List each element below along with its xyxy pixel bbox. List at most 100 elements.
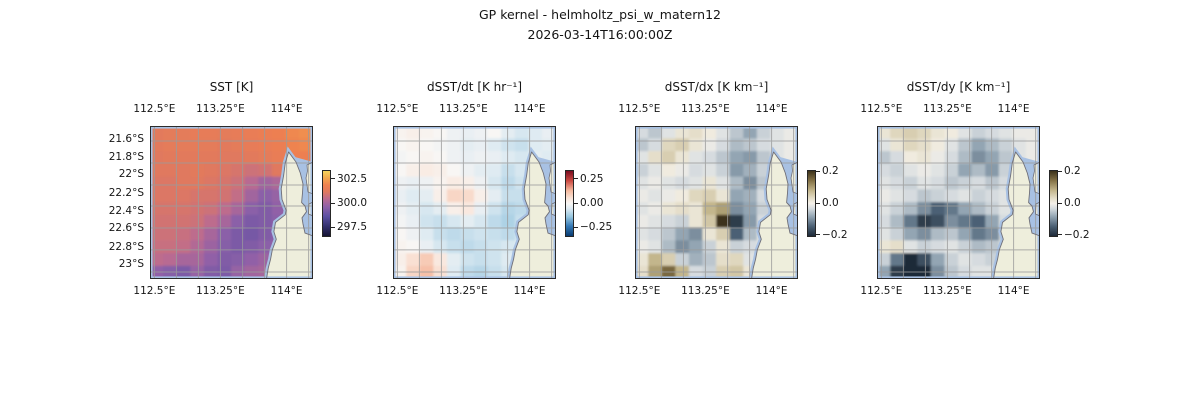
colorbar-dsst-dy: 0.2 0.0 −0.2	[1049, 165, 1115, 241]
heatmap-cell	[661, 151, 677, 165]
heatmap-cell	[958, 227, 973, 242]
heatmap-cell	[542, 126, 556, 140]
heatmap-cell	[406, 189, 421, 203]
heatmap-cell	[903, 240, 919, 254]
heatmap-cell	[487, 151, 503, 165]
figure-title: GP kernel - helmholtz_psi_w_matern12	[479, 7, 721, 22]
heatmap-cell	[446, 176, 462, 191]
heatmap-cell	[917, 126, 932, 140]
heatmap-cell	[716, 163, 731, 178]
heatmap-cell	[176, 126, 192, 140]
colorbar-gradient	[565, 170, 574, 237]
heatmap-cell	[675, 189, 690, 203]
heatmap-cell	[163, 126, 178, 140]
heatmap-cell	[433, 163, 448, 178]
heatmap-cell	[150, 126, 164, 140]
colorbar-tick-label: 300.0	[337, 197, 368, 209]
heatmap-cell	[203, 240, 219, 254]
heatmap-cell	[231, 240, 246, 254]
heatmap-cell	[393, 163, 407, 178]
heatmap-cell	[702, 189, 717, 203]
axes-spine	[877, 126, 1040, 279]
heatmap-cell	[877, 138, 891, 152]
heatmap-cell	[528, 126, 543, 140]
heatmap-cell	[419, 151, 435, 165]
heatmap-cell	[998, 126, 1014, 140]
heatmap-cell	[985, 163, 1000, 178]
heatmap-cell	[271, 126, 287, 140]
heatmap-cell	[688, 176, 704, 191]
heatmap-cell	[648, 138, 663, 152]
island-coastline	[1035, 201, 1040, 217]
x-axis-top-labels: 112.5°E 113.25°E 114°E	[860, 103, 1040, 116]
map-canvas-dsst-dy	[877, 126, 1040, 279]
heatmap-cell	[203, 126, 219, 140]
x-tick-label: 112.5°E	[618, 285, 661, 297]
heatmap-cell	[877, 202, 891, 216]
heatmap-cell	[176, 163, 192, 178]
heatmap-cell	[406, 202, 421, 216]
heatmap-cell	[890, 138, 905, 152]
heatmap-cell	[716, 189, 731, 203]
heatmap-cell	[648, 227, 663, 242]
heatmap-cell	[877, 126, 891, 140]
heatmap-cell	[501, 202, 516, 216]
heatmap-cell	[1026, 126, 1040, 140]
x-tick-label: 113.25°E	[681, 285, 730, 297]
heatmap-cell	[971, 214, 987, 229]
heatmap-cell	[446, 189, 462, 203]
heatmap-cell	[985, 189, 1000, 203]
figure-timestamp: 2026-03-14T16:00:00Z	[527, 27, 673, 42]
heatmap-cell	[635, 176, 649, 191]
heatmap-cell	[971, 176, 987, 191]
heatmap-cell	[487, 126, 503, 140]
heatmap-cell	[244, 189, 260, 203]
colorbar-tick	[331, 178, 335, 180]
heatmap-cell	[406, 253, 421, 267]
x-tick-label: 112.5°E	[376, 103, 419, 115]
heatmap-cell	[930, 189, 946, 203]
heatmap-cell	[702, 151, 717, 165]
heatmap-cell	[890, 227, 905, 242]
heatmap-cell	[917, 163, 932, 178]
heatmap-cell	[460, 189, 475, 203]
heatmap-cell	[903, 227, 919, 242]
heatmap-cell	[231, 138, 246, 152]
heatmap-cell	[406, 227, 421, 242]
panel-title-dsst-dt: dSST/dt [K hr⁻¹]	[426, 80, 523, 94]
colorbar-dsst-dt: 0.25 0.00 −0.25	[565, 170, 631, 237]
heatmap-cell	[944, 138, 959, 152]
heatmap-cell	[675, 163, 690, 178]
x-tick-label: 112.5°E	[860, 103, 903, 115]
map-canvas-sst	[150, 126, 313, 279]
colorbar-tick-label: −0.2	[822, 228, 848, 241]
heatmap-cell	[917, 202, 932, 216]
heatmap-cell	[231, 214, 246, 229]
heatmap-cell	[163, 138, 178, 152]
map-canvas-dsst-dx	[635, 126, 798, 279]
heatmap-cell	[998, 138, 1014, 152]
heatmap-cell	[244, 126, 260, 140]
heatmap-cell	[231, 126, 246, 140]
heatmap-cell	[688, 227, 704, 242]
heatmap-cell	[784, 138, 798, 152]
heatmap-cell	[958, 214, 973, 229]
heatmap-cell	[176, 240, 192, 254]
heatmap-cell	[635, 253, 649, 267]
colorbar-tick	[1058, 202, 1062, 204]
heatmap-cell	[487, 176, 503, 191]
heatmap-cell	[648, 176, 663, 191]
heatmap-cell	[985, 227, 1000, 242]
heatmap-cell	[446, 227, 462, 242]
heatmap-cell	[958, 189, 973, 203]
heatmap-cell	[661, 126, 677, 140]
heatmap-cell	[702, 202, 717, 216]
heatmap-cell	[903, 253, 919, 267]
heatmap-cell	[930, 163, 946, 178]
heatmap-cell	[971, 138, 987, 152]
y-axis-labels: 21.6°S 21.8°S 22°S 22.2°S 22.4°S 22.6°S 22.8°S…	[88, 126, 144, 279]
land-mass	[509, 152, 556, 279]
heatmap-cell	[944, 189, 959, 203]
heatmap-cell	[944, 214, 959, 229]
heatmap-cell	[217, 126, 232, 140]
